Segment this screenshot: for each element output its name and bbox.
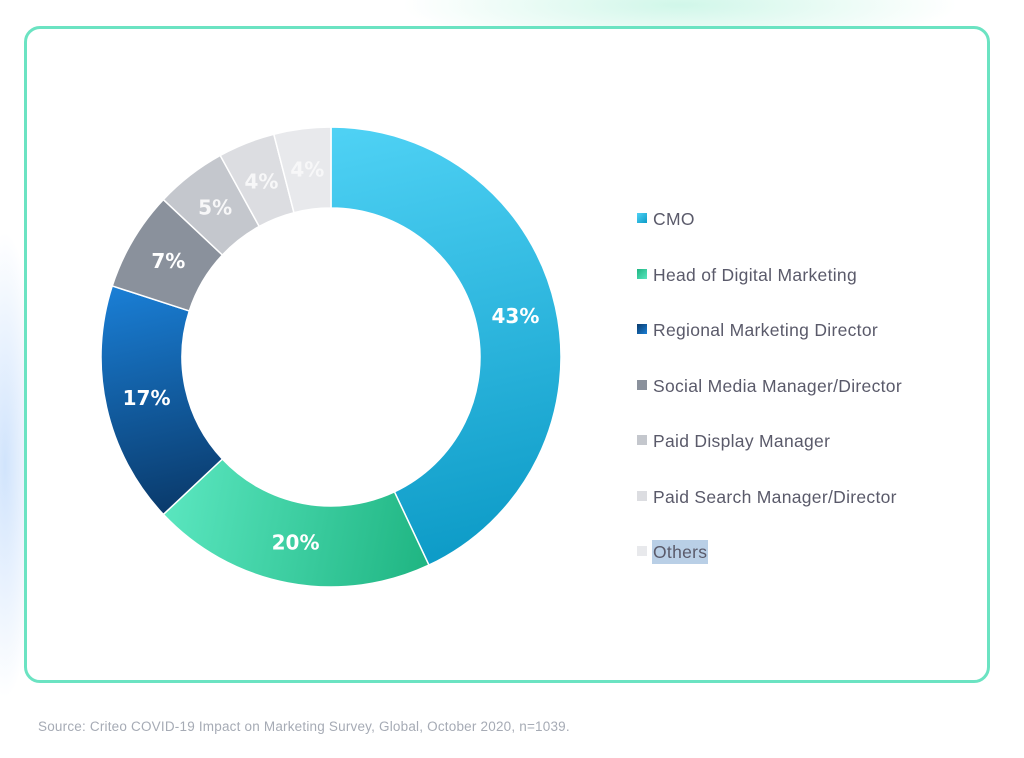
legend-item-3[interactable]: Social Media Manager/Director [637,374,903,430]
chart-card: 43% 20% 17% 7% 5% 4% 4% CMO Head of Digital Mar… [24,26,990,683]
legend-label: Social Media Manager/Director [653,375,902,396]
slice-value-label-6: 4% [290,157,324,181]
legend-swatch [637,213,647,223]
donut-slice-6 [272,126,332,214]
legend-label: Others [652,540,709,564]
slice-value-label-1: 20% [272,531,320,555]
slice-value-label-2: 17% [123,386,171,410]
slice-value-label-4: 5% [198,196,232,220]
legend-item-1[interactable]: Head of Digital Marketing [637,263,903,319]
legend-swatch [637,546,647,556]
legend-swatch [637,379,647,390]
legend-swatch [637,268,647,279]
donut-slice-1 [162,457,430,588]
slice-value-label-0: 43% [492,304,540,328]
legend-item-6[interactable]: Others [637,540,903,596]
donut-slice-0 [330,126,562,567]
legend-label: Head of Digital Marketing [653,264,857,285]
legend-label: CMO [653,209,695,229]
legend-label: Paid Display Manager [653,431,831,451]
chart-legend: CMO Head of Digital Marketing Regional Mar… [637,207,903,596]
slice-value-label-5: 4% [244,169,278,193]
legend-item-5[interactable]: Paid Search Manager/Director [637,485,903,541]
source-note: Source: Criteo COVID-19 Impact on Market… [38,719,570,734]
legend-swatch [637,324,647,334]
legend-item-4[interactable]: Paid Display Manager [637,429,903,485]
donut-chart: 43% 20% 17% 7% 5% 4% 4% [100,126,562,588]
legend-item-0[interactable]: CMO [637,207,903,263]
legend-swatch [637,435,647,445]
legend-label: Paid Search Manager/Director [653,486,897,507]
legend-label: Regional Marketing Director [653,320,878,340]
legend-item-2[interactable]: Regional Marketing Director [637,318,903,374]
slice-value-label-3: 7% [151,249,185,273]
legend-swatch [637,490,647,501]
